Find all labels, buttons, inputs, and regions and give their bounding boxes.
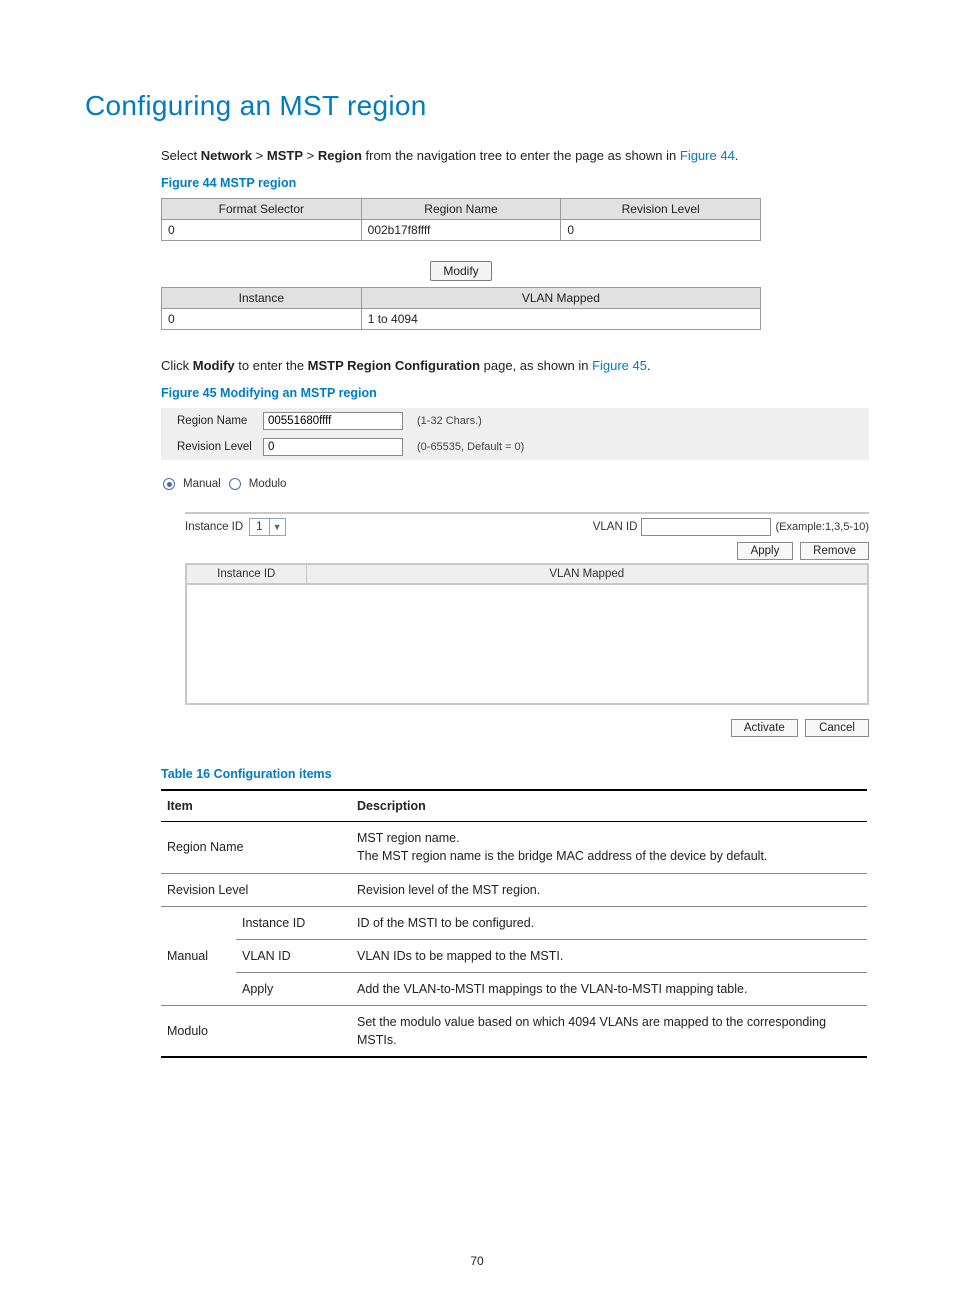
t16-manual-instance-desc: ID of the MSTI to be configured. [351, 906, 867, 939]
t16-manual-apply-label: Apply [236, 972, 351, 1005]
t16-hdr-item: Item [161, 790, 351, 822]
page-number: 70 [0, 1254, 954, 1268]
t16-hdr-desc: Description [351, 790, 867, 822]
map-hdr-instance: Instance ID [186, 564, 306, 584]
t16-revision-item: Revision Level [161, 873, 351, 906]
cancel-button[interactable]: Cancel [805, 719, 869, 737]
remove-button[interactable]: Remove [800, 542, 869, 560]
nav-mstp: MSTP [267, 148, 303, 163]
link-figure-45[interactable]: Figure 45 [592, 358, 647, 373]
nav-network: Network [201, 148, 252, 163]
t16-manual-vlan-label: VLAN ID [236, 939, 351, 972]
t16-manual-vlan-desc: VLAN IDs to be mapped to the MSTI. [351, 939, 867, 972]
t16-region-name-item: Region Name [161, 822, 351, 873]
fig44-t1-hdr-format: Format Selector [162, 199, 362, 220]
apply-button[interactable]: Apply [737, 542, 793, 560]
map-hdr-vlan: VLAN Mapped [306, 564, 868, 584]
fig44-t1-hdr-region: Region Name [361, 199, 561, 220]
between-paragraph: Click Modify to enter the MSTP Region Co… [161, 356, 869, 376]
t16-manual-item: Manual [161, 906, 236, 1005]
revision-level-hint: (0-65535, Default = 0) [413, 441, 524, 453]
chevron-down-icon: ▼ [269, 519, 285, 535]
fig44-t2-hdr-vlan: VLAN Mapped [361, 288, 760, 309]
vlan-id-input[interactable] [641, 518, 771, 536]
vlan-id-example: (Example:1,3,5-10) [775, 521, 869, 533]
instance-id-label: Instance ID [185, 521, 243, 533]
fig44-t1-val-region: 002b17f8ffff [361, 220, 561, 241]
radio-manual[interactable] [163, 478, 175, 490]
intro-prefix: Select [161, 148, 201, 163]
fig44-vlan-table: Instance VLAN Mapped 0 1 to 4094 [161, 287, 761, 330]
radio-modulo-label: Modulo [249, 478, 287, 490]
region-name-input[interactable] [263, 412, 403, 430]
vlan-map-table: Instance ID VLAN Mapped [185, 563, 869, 585]
modify-word: Modify [193, 358, 235, 373]
fig44-t1-hdr-revision: Revision Level [561, 199, 761, 220]
link-figure-44[interactable]: Figure 44 [680, 148, 735, 163]
nav-region: Region [318, 148, 362, 163]
t16-modulo-desc: Set the modulo value based on which 4094… [351, 1006, 867, 1058]
figure-44-caption: Figure 44 MSTP region [161, 176, 869, 190]
modify-button[interactable]: Modify [430, 261, 491, 281]
fig44-region-table: Format Selector Region Name Revision Lev… [161, 198, 761, 241]
table-16-caption: Table 16 Configuration items [161, 767, 869, 781]
t16-region-name-desc: MST region name. The MST region name is … [351, 822, 867, 873]
instance-id-value: 1 [250, 521, 268, 533]
t16-manual-instance-label: Instance ID [236, 906, 351, 939]
revision-level-input[interactable] [263, 438, 403, 456]
vlan-map-empty-body [185, 585, 869, 705]
fig44-t1-val-format: 0 [162, 220, 362, 241]
mstp-region-config-word: MSTP Region Configuration [308, 358, 480, 373]
t16-revision-desc: Revision level of the MST region. [351, 873, 867, 906]
region-name-hint: (1-32 Chars.) [413, 415, 482, 427]
t16-manual-apply-desc: Add the VLAN-to-MSTI mappings to the VLA… [351, 972, 867, 1005]
page-title: Configuring an MST region [85, 90, 869, 122]
t16-modulo-item: Modulo [161, 1006, 351, 1058]
fig44-t2-val-instance: 0 [162, 309, 362, 330]
revision-level-label: Revision Level [161, 441, 263, 453]
activate-button[interactable]: Activate [731, 719, 798, 737]
radio-modulo[interactable] [229, 478, 241, 490]
figure-45-caption: Figure 45 Modifying an MSTP region [161, 386, 869, 400]
intro-paragraph: Select Network > MSTP > Region from the … [161, 146, 869, 166]
fig44-t2-hdr-instance: Instance [162, 288, 362, 309]
fig44-t2-val-vlan: 1 to 4094 [361, 309, 760, 330]
radio-manual-label: Manual [183, 478, 221, 490]
fig44-t1-val-revision: 0 [561, 220, 761, 241]
configuration-items-table: Item Description Region Name MST region … [161, 789, 867, 1058]
region-name-label: Region Name [161, 415, 263, 427]
vlan-id-label: VLAN ID [593, 521, 638, 533]
instance-id-select[interactable]: 1 ▼ [249, 518, 285, 536]
